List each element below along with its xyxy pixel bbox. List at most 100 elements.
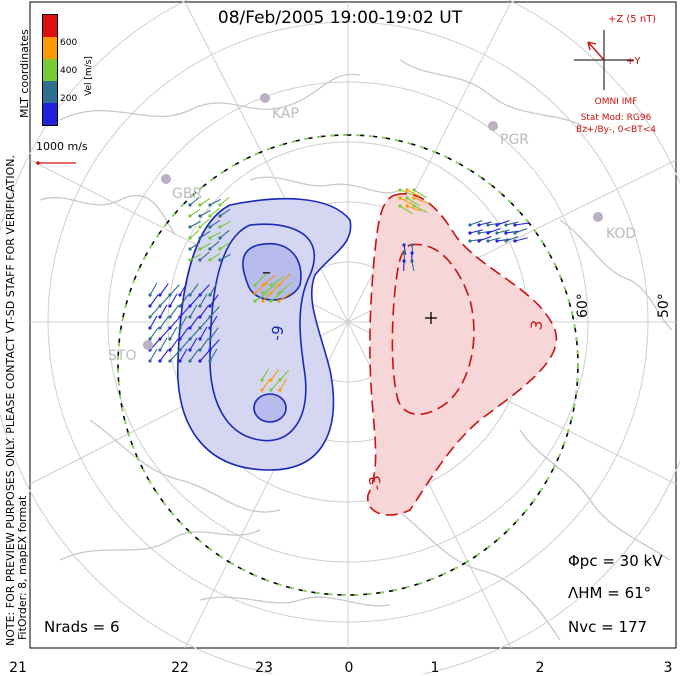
vector-8 <box>160 296 169 306</box>
vector-origin-90 <box>477 239 480 242</box>
vector-0 <box>150 283 157 295</box>
stat-phi-pc: Φpc = 30 kV <box>568 552 662 570</box>
vector-origin-22 <box>178 304 181 307</box>
vector-origin-28 <box>188 293 191 296</box>
vector-origin-58 <box>198 236 201 239</box>
colorbar-segment-3 <box>43 59 57 81</box>
vector-origin-35 <box>198 293 201 296</box>
map-title: 08/Feb/2005 19:00-19:02 UT <box>0 8 680 28</box>
vector-origin-78 <box>261 299 264 302</box>
vector-origin-0 <box>148 293 151 296</box>
vector-17 <box>170 318 179 328</box>
vector-50 <box>190 209 200 216</box>
vector-origin-34 <box>188 359 191 362</box>
imf-y-label: +Y <box>626 56 641 67</box>
vector-origin-74 <box>253 291 256 294</box>
vector-origin-16 <box>168 315 171 318</box>
vector-origin-120 <box>402 259 405 262</box>
vector-origin-73 <box>253 283 256 286</box>
vector-origin-45 <box>208 326 211 329</box>
vector-origin-60 <box>198 258 201 261</box>
vector-origin-32 <box>188 337 191 340</box>
contour-label-dusk: -9 <box>267 324 287 342</box>
vector-origin-114 <box>269 378 272 381</box>
vector-origin-42 <box>208 293 211 296</box>
vector-origin-94 <box>495 223 498 226</box>
vector-origin-107 <box>405 196 408 199</box>
vector-origin-86 <box>468 231 471 234</box>
contour-label-dawn-outer: -3 <box>365 474 385 492</box>
vector-origin-79 <box>269 283 272 286</box>
vector-origin-89 <box>477 231 480 234</box>
vector-origin-6 <box>148 359 151 362</box>
imf-vector <box>588 42 604 60</box>
vector-origin-19 <box>168 348 171 351</box>
vector-origin-81 <box>269 299 272 302</box>
vector-origin-51 <box>188 225 191 228</box>
vector-origin-108 <box>405 204 408 207</box>
vector-origin-84 <box>277 299 280 302</box>
vector-origin-110 <box>412 196 415 199</box>
vector-origin-97 <box>504 223 507 226</box>
vector-origin-44 <box>208 315 211 318</box>
vector-origin-92 <box>486 231 489 234</box>
vector-origin-63 <box>208 225 211 228</box>
vector-origin-69 <box>218 225 221 228</box>
vector-origin-27 <box>178 359 181 362</box>
vector-origin-29 <box>188 304 191 307</box>
imf-source: OMNI IMF <box>556 96 676 108</box>
vector-origin-36 <box>198 304 201 307</box>
vector-origin-33 <box>188 348 191 351</box>
vector-origin-122 <box>410 251 413 254</box>
vector-origin-26 <box>178 348 181 351</box>
vector-origin-1 <box>148 304 151 307</box>
vector-origin-119 <box>402 251 405 254</box>
vector-origin-14 <box>168 293 171 296</box>
vector-origin-80 <box>269 291 272 294</box>
stat-n-rads: Nrads = 6 <box>44 618 120 636</box>
vector-origin-104 <box>398 196 401 199</box>
vector-origin-85 <box>468 223 471 226</box>
vector-4 <box>150 328 158 339</box>
vector-origin-121 <box>410 243 413 246</box>
vector-100 <box>515 223 528 225</box>
vector-origin-53 <box>188 247 191 250</box>
vector-origin-20 <box>168 359 171 362</box>
station-kod: KOD <box>606 226 636 242</box>
vector-origin-101 <box>513 231 516 234</box>
vector-origin-40 <box>198 348 201 351</box>
vector-origin-62 <box>208 214 211 217</box>
vector-origin-118 <box>402 243 405 246</box>
vector-origin-30 <box>188 315 191 318</box>
station-kap: KAP <box>272 106 299 122</box>
vector-origin-70 <box>218 236 221 239</box>
latitude-label-50: 50° <box>656 293 672 318</box>
vector-67 <box>220 197 229 205</box>
vector-origin-18 <box>168 337 171 340</box>
vector-origin-31 <box>188 326 191 329</box>
vector-origin-106 <box>405 188 408 191</box>
reference-vector-label: 1000 m/s <box>36 140 88 153</box>
vector-7 <box>160 284 168 295</box>
vector-origin-41 <box>198 359 201 362</box>
vector-origin-76 <box>261 283 264 286</box>
vector-origin-88 <box>477 223 480 226</box>
vector-origin-113 <box>260 388 263 391</box>
vector-origin-82 <box>277 283 280 286</box>
reference-vector-dot <box>36 161 40 165</box>
vector-origin-116 <box>278 378 281 381</box>
vector-origin-96 <box>495 239 498 242</box>
vector-origin-87 <box>468 239 471 242</box>
dawn-cell <box>368 194 557 515</box>
vector-origin-7 <box>158 293 161 296</box>
vector-origin-38 <box>198 326 201 329</box>
vector-origin-91 <box>486 223 489 226</box>
velocity-colorbar <box>42 14 58 126</box>
dusk-contour-4 <box>254 394 286 422</box>
vector-origin-17 <box>168 326 171 329</box>
vector-origin-49 <box>188 203 191 206</box>
vector-origin-75 <box>253 299 256 302</box>
vector-origin-9 <box>158 315 161 318</box>
colorbar-segment-2 <box>43 37 57 59</box>
vector-1 <box>150 295 158 306</box>
